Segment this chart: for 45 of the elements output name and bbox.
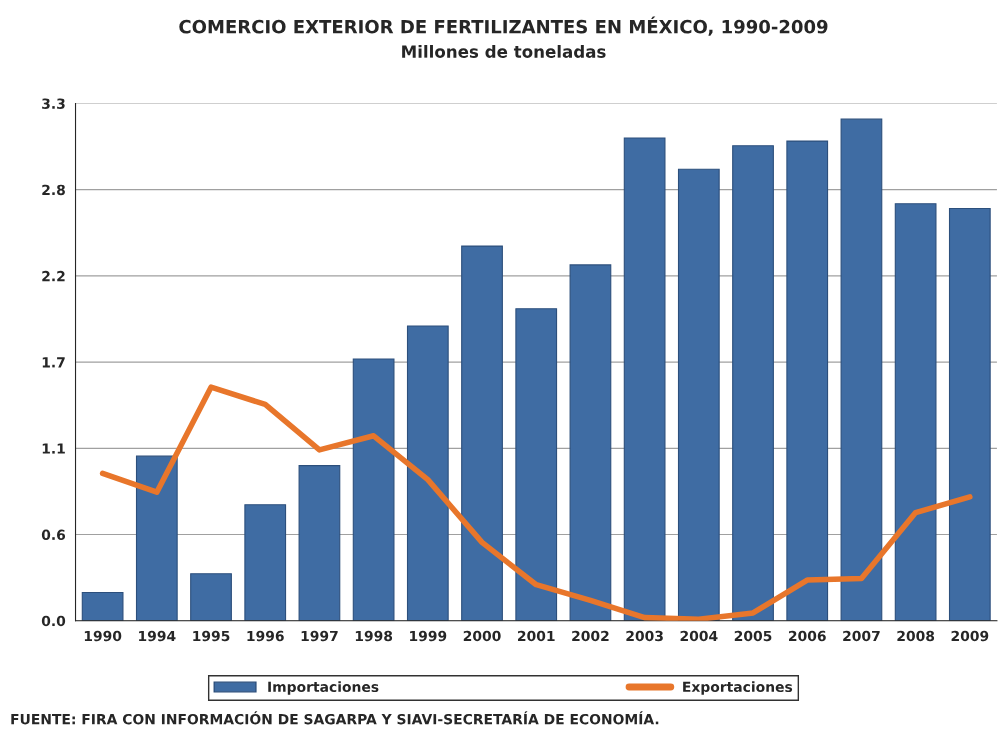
x-tick-label: 1997 [301, 630, 338, 642]
x-tick-label: 2003 [626, 630, 663, 642]
x-tick-label: 2009 [951, 630, 989, 642]
y-tick-label: 2.8 [42, 184, 65, 196]
bar [190, 573, 232, 621]
bar [786, 140, 829, 621]
chart-title: COMERCIO EXTERIOR DE FERTILIZANTES EN MÉXICO, 1990-2009 [179, 16, 828, 36]
x-tick-label: 1990 [84, 630, 122, 642]
bar [569, 264, 612, 621]
x-tick-label: 1996 [247, 630, 284, 642]
x-tick-label: 2006 [789, 630, 826, 642]
source-note: FUENTE: FIRA CON INFORMACIÓN DE SAGARPA Y SIAVI-SECRETARÍA DE ECONOMÍA. [11, 711, 659, 725]
bar [298, 465, 341, 621]
bar [623, 137, 666, 621]
chart-subtitle: Millones de toneladas [402, 44, 606, 58]
x-tick-label: 2005 [734, 630, 772, 642]
bar [840, 118, 883, 621]
y-tick-label: 3.3 [42, 98, 65, 109]
y-tick-label: 2.2 [42, 270, 65, 282]
x-tick-label: 1994 [139, 630, 176, 642]
bar [81, 591, 124, 621]
bar [244, 504, 287, 621]
x-tick-label: 2001 [518, 630, 555, 642]
x-tick-label: 1995 [193, 630, 230, 642]
y-tick-label: 1.1 [42, 443, 65, 454]
bar [948, 207, 991, 621]
bar [515, 308, 558, 621]
bar [461, 245, 503, 621]
y-tick-label: 0.6 [41, 529, 66, 541]
bar [894, 203, 937, 621]
x-tick-label: 2002 [572, 630, 609, 642]
y-tick-label: 1.7 [42, 357, 65, 368]
x-tick-label: 2008 [897, 630, 935, 642]
legend-label: Exportaciones [683, 681, 793, 695]
bar [352, 358, 395, 621]
x-tick-label: 1998 [355, 630, 393, 642]
x-tick-label: 2007 [843, 630, 880, 642]
bar [406, 325, 449, 621]
legend-label: Importaciones [268, 681, 379, 695]
bar [732, 145, 774, 621]
y-tick-label: 0.0 [41, 615, 66, 627]
x-tick-label: 2004 [680, 630, 718, 642]
x-tick-label: 2000 [463, 630, 501, 642]
x-tick-label: 1999 [410, 630, 447, 642]
bar [135, 455, 178, 621]
